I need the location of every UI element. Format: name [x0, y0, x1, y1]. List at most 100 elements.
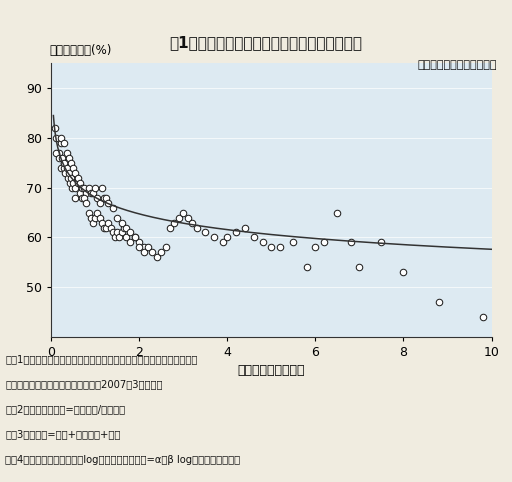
- Point: [59, 159, 68, 166]
- Point: [66, 169, 74, 176]
- Point: [106, 224, 115, 231]
- Point: [118, 219, 126, 227]
- Point: [223, 234, 231, 241]
- Point: [65, 169, 73, 176]
- Point: [100, 194, 108, 201]
- Point: [62, 164, 71, 172]
- Point: [52, 149, 60, 157]
- Point: [58, 154, 67, 161]
- Point: [98, 219, 106, 227]
- Point: [84, 184, 93, 191]
- Point: [71, 184, 79, 191]
- Point: [113, 214, 121, 221]
- Point: [170, 219, 179, 227]
- Point: [219, 239, 227, 246]
- Point: [65, 154, 73, 161]
- Point: [135, 239, 143, 246]
- Point: [109, 204, 117, 212]
- Point: [179, 209, 187, 216]
- Point: [377, 239, 386, 246]
- Point: [62, 149, 71, 157]
- Point: [74, 179, 82, 187]
- Point: [51, 124, 59, 132]
- Point: [210, 234, 218, 241]
- Point: [166, 224, 174, 231]
- Point: [66, 179, 74, 187]
- Point: [91, 184, 99, 191]
- Point: [276, 243, 284, 251]
- Point: [57, 139, 65, 147]
- Point: [87, 188, 95, 196]
- Point: [74, 174, 82, 181]
- Point: [111, 234, 119, 241]
- Point: [61, 169, 70, 176]
- Point: [109, 228, 117, 236]
- Point: [153, 254, 161, 261]
- Point: [69, 179, 77, 187]
- Point: [135, 243, 143, 251]
- Point: [96, 214, 104, 221]
- Point: [193, 224, 201, 231]
- Point: [435, 298, 443, 306]
- Point: [64, 159, 72, 166]
- Point: [100, 224, 108, 231]
- Point: [98, 184, 106, 191]
- Point: [355, 264, 364, 271]
- Point: [184, 214, 192, 221]
- Point: [311, 243, 319, 251]
- Point: [91, 214, 99, 221]
- Point: [71, 169, 79, 176]
- Text: （注2）营业经费比率=营业经费/业务毛利: （注2）营业经费比率=营业经费/业务毛利: [5, 404, 125, 415]
- Point: [104, 199, 113, 206]
- Text: 及暂时国有化的足利银行）（2007年3月期）。: 及暂时国有化的足利银行）（2007年3月期）。: [5, 379, 163, 389]
- Point: [347, 239, 355, 246]
- Point: [82, 188, 91, 196]
- Point: [102, 224, 111, 231]
- Point: [82, 199, 91, 206]
- Point: [175, 214, 183, 221]
- Point: [59, 164, 68, 172]
- Point: [78, 194, 86, 201]
- Point: [89, 188, 97, 196]
- Point: [80, 184, 89, 191]
- Point: [157, 249, 165, 256]
- Point: [122, 224, 130, 231]
- Point: [303, 264, 311, 271]
- Point: [71, 194, 79, 201]
- Point: [399, 268, 408, 276]
- Point: [131, 234, 139, 241]
- Point: [320, 239, 328, 246]
- Point: [250, 234, 258, 241]
- Point: [93, 209, 101, 216]
- Point: [96, 199, 104, 206]
- Point: [479, 314, 487, 321]
- Point: [148, 249, 157, 256]
- Point: [67, 174, 75, 181]
- Point: [57, 164, 65, 172]
- Point: [102, 194, 111, 201]
- Point: [188, 219, 196, 227]
- Point: [68, 179, 76, 187]
- Point: [241, 224, 249, 231]
- Point: [140, 249, 148, 256]
- Point: [104, 219, 113, 227]
- Point: [70, 179, 78, 187]
- Point: [76, 188, 84, 196]
- Point: [87, 214, 95, 221]
- Point: [80, 194, 89, 201]
- Point: [76, 179, 84, 187]
- Point: [57, 134, 65, 141]
- Point: [122, 234, 130, 241]
- Point: [267, 243, 275, 251]
- Point: [84, 209, 93, 216]
- Point: [78, 184, 86, 191]
- Point: [64, 174, 72, 181]
- Point: [201, 228, 209, 236]
- Point: [59, 139, 68, 147]
- Point: [232, 228, 240, 236]
- Text: （注3）资金量=存款+转让存款+债券: （注3）资金量=存款+转让存款+债券: [5, 429, 120, 440]
- Point: [55, 149, 63, 157]
- Point: [144, 243, 152, 251]
- Point: [140, 243, 148, 251]
- Point: [89, 219, 97, 227]
